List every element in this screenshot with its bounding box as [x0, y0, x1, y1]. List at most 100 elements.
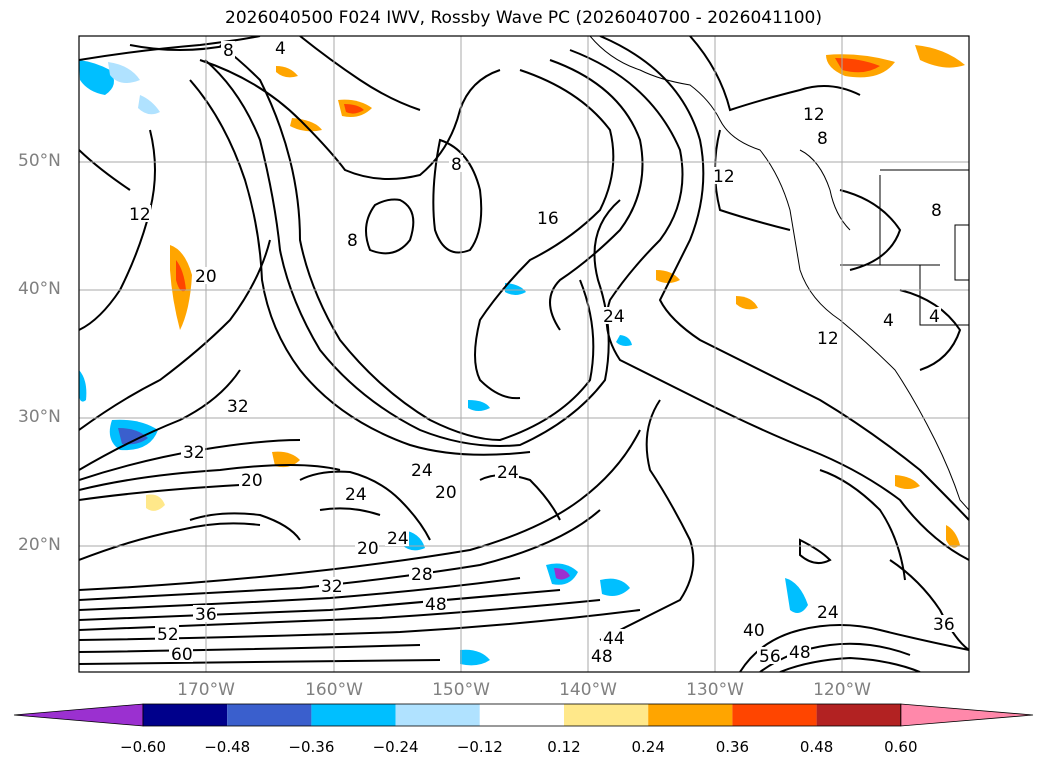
contour-label-bg	[343, 485, 367, 502]
contour-label-bg	[155, 625, 179, 642]
colorbar-cell	[143, 704, 228, 726]
contour-label-bg	[127, 205, 151, 222]
contour-label: 4	[275, 39, 286, 59]
contour-label-bg	[433, 483, 457, 500]
contour-label-bg	[881, 311, 895, 328]
contour-label-bg	[193, 605, 217, 622]
latitude-label: 50°N	[18, 151, 61, 171]
contour-label: 24	[817, 603, 839, 623]
contour-label: 8	[347, 231, 358, 251]
contour-label-bg	[409, 461, 433, 478]
contour-label-bg	[273, 39, 287, 56]
colorbar-tick-label: −0.36	[288, 738, 335, 756]
contour-label-bg	[711, 167, 735, 184]
contour-label: 56	[759, 647, 781, 667]
latitude-label: 40°N	[18, 279, 61, 299]
colorbar-tick-label: −0.60	[120, 738, 166, 756]
contour-label: 12	[817, 329, 839, 349]
colorbar-tick-label: 0.48	[799, 738, 834, 756]
contour-label: 20	[357, 539, 379, 559]
contour-label: 20	[241, 471, 263, 491]
contour-label-bg	[741, 621, 765, 638]
longitude-label: 150°W	[432, 680, 490, 700]
colorbar-cell	[227, 704, 312, 726]
contour-label-bg	[815, 603, 839, 620]
colorbar-cell	[311, 704, 396, 726]
contour-label: 8	[817, 129, 828, 149]
contour-label: 32	[183, 443, 205, 463]
colorbar-tick-label: 0.60	[884, 738, 918, 756]
colorbar-cell	[648, 704, 733, 726]
longitude-label: 170°W	[177, 680, 235, 700]
contour-label-bg	[423, 595, 447, 612]
contour-label: 4	[883, 311, 894, 331]
contour-label: 16	[537, 209, 559, 229]
contour-label-bg	[929, 201, 943, 218]
contour-label-bg	[815, 329, 839, 346]
contour-label: 12	[803, 105, 825, 125]
contour-label: 8	[223, 41, 234, 61]
contour-label-bg	[409, 565, 433, 582]
contour-label-bg	[801, 105, 825, 122]
colorbar-tick-label: 0.12	[547, 738, 581, 756]
latitude-label: 20°N	[18, 535, 61, 555]
contour-label: 52	[157, 625, 179, 645]
longitude-label: 120°W	[813, 680, 871, 700]
colorbar-tick-label: −0.48	[204, 738, 251, 756]
contour-label: 28	[411, 565, 433, 585]
contour-label-bg	[931, 615, 955, 632]
latitude-label: 30°N	[18, 407, 61, 427]
contour-label: 24	[411, 461, 433, 481]
contour-label-bg	[535, 209, 559, 226]
contour-label-bg	[927, 307, 941, 324]
contour-label-bg	[225, 397, 249, 414]
longitude-label: 160°W	[305, 680, 363, 700]
contour-label: 24	[497, 463, 519, 483]
colorbar-cell	[732, 704, 817, 726]
contour-label: 8	[931, 201, 942, 221]
contour-label: 48	[591, 647, 613, 667]
contour-label-bg	[345, 231, 359, 248]
contour-label-bg	[601, 307, 625, 324]
colorbar-cell	[395, 704, 480, 726]
contour-label-bg	[169, 645, 193, 662]
contour-label: 48	[425, 595, 447, 615]
contour-label-bg	[239, 471, 263, 488]
contour-label-bg	[495, 463, 519, 480]
contour-label: 24	[345, 485, 367, 505]
colorbar-tick-label: −0.12	[456, 738, 503, 756]
colorbar-tick-label: −0.24	[372, 738, 419, 756]
colorbar-cell	[564, 704, 649, 726]
graticule	[79, 36, 969, 672]
contour-label: 8	[451, 155, 462, 175]
contour-label-bg	[319, 577, 343, 594]
contour-label: 44	[603, 629, 625, 649]
contour-label-bg	[815, 129, 829, 146]
contour-label-bg	[385, 529, 409, 546]
longitude-label: 130°W	[686, 680, 744, 700]
contour-label-bg	[601, 629, 625, 646]
contour-label: 48	[789, 643, 811, 663]
colorbar-cell	[816, 704, 901, 726]
shaded-anomalies	[79, 45, 965, 666]
contour-label: 32	[321, 577, 343, 597]
contour-label-bg	[589, 647, 613, 664]
colorbar-arrow-high	[900, 703, 1034, 727]
contour-label: 12	[129, 205, 151, 225]
map-title: 2026040500 F024 IWV, Rossby Wave PC (202…	[225, 8, 822, 28]
contour-label: 20	[195, 267, 217, 287]
contour-label-bg	[757, 647, 781, 664]
contour-label-bg	[221, 41, 235, 58]
contour-label: 36	[933, 615, 955, 635]
contour-label-bg	[449, 155, 463, 172]
contour-label: 12	[713, 167, 735, 187]
contour-label: 24	[603, 307, 625, 327]
colorbar-cell	[479, 704, 564, 726]
colorbar-arrow-low	[13, 703, 144, 727]
contour-label: 40	[743, 621, 765, 641]
contour-label: 24	[387, 529, 409, 549]
contour-label: 60	[171, 645, 193, 665]
